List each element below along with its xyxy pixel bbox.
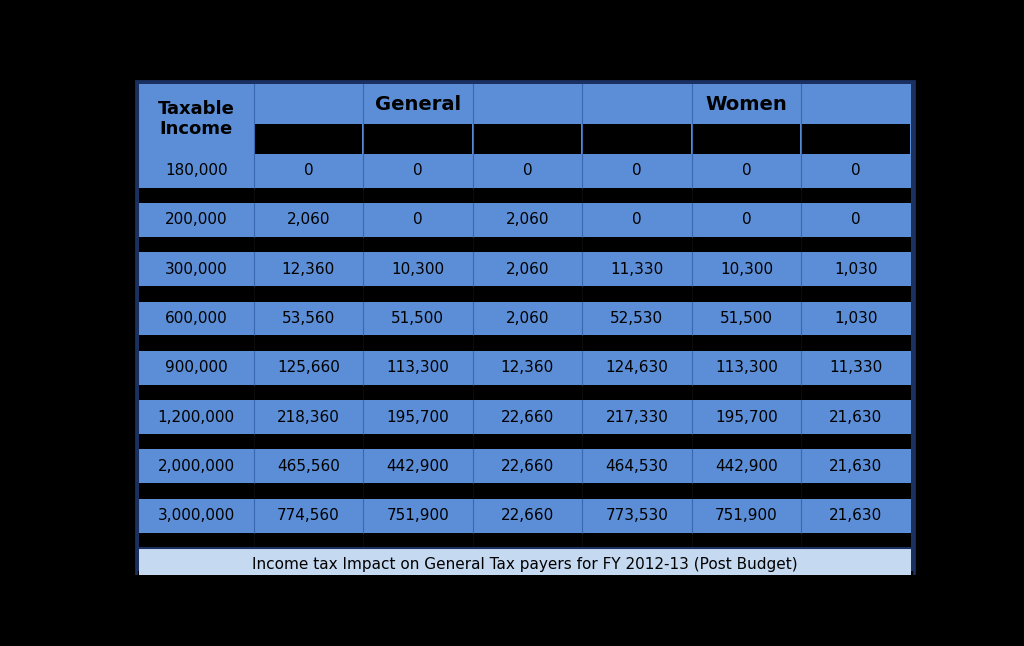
Bar: [139, 450, 910, 483]
Bar: [139, 385, 910, 400]
Text: Taxable
Income: Taxable Income: [158, 99, 234, 138]
Text: 774,560: 774,560: [276, 508, 340, 523]
Text: 0: 0: [413, 163, 423, 178]
Text: 0: 0: [741, 213, 752, 227]
Text: 11,330: 11,330: [610, 262, 664, 276]
Text: 21,630: 21,630: [829, 459, 883, 474]
Bar: [139, 203, 910, 237]
Text: 0: 0: [851, 213, 861, 227]
Text: 2,060: 2,060: [506, 213, 549, 227]
Bar: [139, 548, 910, 580]
Bar: [139, 499, 910, 532]
Bar: [801, 125, 910, 154]
Bar: [139, 483, 910, 499]
Bar: [139, 85, 910, 154]
Text: 10,300: 10,300: [391, 262, 444, 276]
Text: 10,300: 10,300: [720, 262, 773, 276]
Bar: [139, 351, 910, 385]
Text: 600,000: 600,000: [165, 311, 227, 326]
Text: 51,500: 51,500: [720, 311, 773, 326]
Text: 21,630: 21,630: [829, 508, 883, 523]
Bar: [139, 335, 910, 351]
Bar: [254, 125, 362, 154]
Text: 3,000,000: 3,000,000: [158, 508, 234, 523]
Text: 751,900: 751,900: [715, 508, 778, 523]
Text: 442,900: 442,900: [386, 459, 450, 474]
Text: 11,330: 11,330: [829, 360, 883, 375]
Text: 1,030: 1,030: [835, 311, 878, 326]
Text: 53,560: 53,560: [282, 311, 335, 326]
Text: 21,630: 21,630: [829, 410, 883, 424]
Text: 200,000: 200,000: [165, 213, 227, 227]
Text: General: General: [375, 95, 461, 114]
Text: 2,000,000: 2,000,000: [158, 459, 234, 474]
Text: 113,300: 113,300: [386, 360, 450, 375]
Bar: [139, 154, 910, 187]
Text: 180,000: 180,000: [165, 163, 227, 178]
Text: 218,360: 218,360: [276, 410, 340, 424]
Text: 0: 0: [413, 213, 423, 227]
Text: 0: 0: [851, 163, 861, 178]
Text: 0: 0: [632, 163, 642, 178]
Text: 773,530: 773,530: [605, 508, 669, 523]
Bar: [583, 125, 691, 154]
Text: Income tax Impact on General Tax payers for FY 2012-13 (Post Budget): Income tax Impact on General Tax payers …: [252, 557, 798, 572]
Text: 113,300: 113,300: [715, 360, 778, 375]
Text: 1,030: 1,030: [835, 262, 878, 276]
Bar: [139, 400, 910, 434]
Text: 1,200,000: 1,200,000: [158, 410, 234, 424]
Text: Women: Women: [706, 95, 787, 114]
Text: 300,000: 300,000: [165, 262, 227, 276]
Bar: [473, 125, 582, 154]
Text: 0: 0: [632, 213, 642, 227]
Text: 22,660: 22,660: [501, 410, 554, 424]
Text: 22,660: 22,660: [501, 508, 554, 523]
Text: 751,900: 751,900: [386, 508, 450, 523]
Bar: [364, 125, 472, 154]
Bar: [691, 125, 801, 154]
Text: 442,900: 442,900: [715, 459, 778, 474]
Bar: [139, 532, 910, 548]
Text: 0: 0: [741, 163, 752, 178]
Bar: [139, 434, 910, 450]
Text: 0: 0: [522, 163, 532, 178]
Bar: [139, 286, 910, 302]
Bar: [139, 302, 910, 335]
Text: 51,500: 51,500: [391, 311, 444, 326]
Text: 2,060: 2,060: [287, 213, 330, 227]
Text: 0: 0: [303, 163, 313, 178]
Text: 465,560: 465,560: [276, 459, 340, 474]
Text: 217,330: 217,330: [605, 410, 669, 424]
Text: 52,530: 52,530: [610, 311, 664, 326]
Text: 125,660: 125,660: [276, 360, 340, 375]
Text: 195,700: 195,700: [715, 410, 778, 424]
Text: 22,660: 22,660: [501, 459, 554, 474]
Text: 464,530: 464,530: [605, 459, 669, 474]
Text: 195,700: 195,700: [386, 410, 450, 424]
Bar: [139, 237, 910, 253]
Text: 12,360: 12,360: [282, 262, 335, 276]
Text: 12,360: 12,360: [501, 360, 554, 375]
Text: 900,000: 900,000: [165, 360, 227, 375]
Text: 2,060: 2,060: [506, 262, 549, 276]
Bar: [139, 253, 910, 286]
Text: 124,630: 124,630: [605, 360, 669, 375]
Text: 2,060: 2,060: [506, 311, 549, 326]
Bar: [139, 187, 910, 203]
